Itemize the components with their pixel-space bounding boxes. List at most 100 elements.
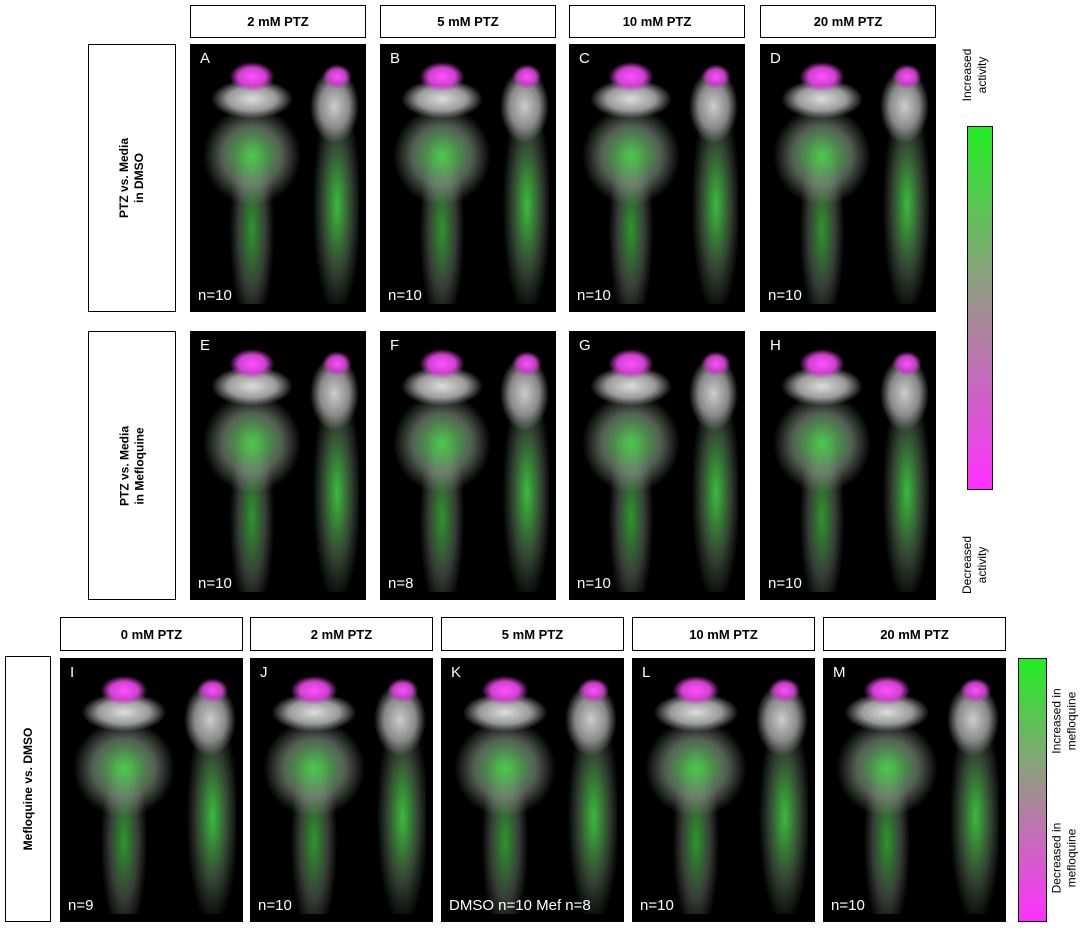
panel-letter: G: [579, 337, 591, 354]
dorsal-view: [200, 57, 303, 304]
dorsal-view: [770, 57, 873, 304]
lateral-view: [374, 671, 426, 915]
column-header-text: 2 mM PTZ: [310, 626, 373, 642]
dorsal-view: [200, 344, 303, 592]
column-header-text: 5 mM PTZ: [437, 14, 499, 29]
column-header: 2 mM PTZ: [250, 617, 433, 651]
sample-size: n=10: [577, 287, 611, 304]
lateral-view: [879, 344, 929, 592]
dorsal-view: [579, 57, 682, 304]
sample-size: DMSO n=10 Mef n=8: [449, 897, 591, 914]
row-label-box: [5, 656, 51, 922]
panel-letter: L: [642, 664, 651, 681]
row-label-line: PTZ vs. Media: [117, 137, 131, 219]
lateral-view: [756, 671, 808, 915]
sample-size: n=10: [768, 287, 802, 304]
panel-letter: C: [579, 50, 590, 67]
panel-letter: H: [770, 337, 781, 354]
column-header: 20 mM PTZ: [760, 5, 936, 38]
panel-letter: B: [390, 50, 401, 67]
lateral-view: [688, 57, 738, 304]
colorbar-label: Decreased activity: [955, 525, 995, 605]
lateral-view: [309, 344, 359, 592]
row-label-line: PTZ vs. Media: [117, 425, 131, 506]
sample-size: n=10: [388, 287, 422, 304]
panel-letter: A: [200, 50, 211, 67]
sample-size: n=10: [258, 897, 292, 914]
panel-letter: K: [451, 664, 462, 681]
sample-size: n=9: [68, 897, 94, 914]
row-label-box: [88, 44, 176, 312]
column-header: 20 mM PTZ: [823, 617, 1006, 651]
sample-size: n=10: [768, 575, 802, 592]
colorbar-label-line: activity: [975, 546, 989, 584]
column-header: 5 mM PTZ: [441, 617, 624, 651]
row-label: Mefloquine vs. DMSO: [5, 656, 51, 922]
column-header: 10 mM PTZ: [569, 5, 745, 38]
dorsal-view: [451, 671, 559, 915]
column-header-text: 20 mM PTZ: [813, 14, 883, 29]
lateral-view: [688, 344, 738, 592]
panel-letter: E: [200, 337, 211, 354]
panel-letter: D: [770, 50, 781, 67]
row-label-box: [88, 331, 176, 600]
sample-size: n=10: [831, 897, 865, 914]
row-label-line: in Mefloquine: [132, 426, 146, 505]
lateral-view: [499, 344, 549, 592]
panel-letter: F: [390, 337, 400, 354]
colorbar-label-line: Increased: [960, 48, 974, 102]
panel-letter: M: [833, 664, 846, 681]
colorbar: [1018, 658, 1047, 922]
lateral-view: [879, 57, 929, 304]
column-header-text: 10 mM PTZ: [622, 14, 692, 29]
colorbar: [967, 126, 993, 490]
sample-size: n=10: [640, 897, 674, 914]
colorbar-label: Increased activity: [955, 35, 995, 115]
lateral-view: [184, 671, 236, 915]
lateral-view: [309, 57, 359, 304]
column-header-text: 20 mM PTZ: [880, 626, 949, 642]
lateral-view: [947, 671, 999, 915]
sample-size: n=10: [198, 575, 232, 592]
dorsal-view: [260, 671, 368, 915]
colorbar-label: Increased in mefloquine: [1047, 658, 1081, 783]
colorbar-label-line: mefloquine: [1064, 828, 1078, 887]
row-label: PTZ vs. Media in Mefloquine: [88, 331, 176, 600]
dorsal-view: [770, 344, 873, 592]
sample-size: n=10: [198, 287, 232, 304]
colorbar-label-line: mefloquine: [1064, 691, 1078, 750]
dorsal-view: [833, 671, 941, 915]
column-header-text: 10 mM PTZ: [689, 626, 758, 642]
colorbar-label-line: Decreased: [960, 535, 974, 595]
dorsal-view: [642, 671, 750, 915]
column-header: 2 mM PTZ: [190, 5, 366, 38]
column-header: 10 mM PTZ: [632, 617, 815, 651]
dorsal-view: [579, 344, 682, 592]
column-header: 5 mM PTZ: [380, 5, 556, 38]
dorsal-view: [70, 671, 178, 915]
colorbar-label-line: activity: [975, 56, 989, 94]
brain-panel: K DMSO n=10 Mef n=8: [441, 658, 624, 922]
dorsal-view: [390, 57, 493, 304]
column-header-text: 0 mM PTZ: [120, 626, 183, 642]
colorbar-label: Decreased in mefloquine: [1047, 795, 1081, 920]
column-header-text: 2 mM PTZ: [247, 14, 309, 29]
colorbar-label-line: Decreased in: [1049, 822, 1063, 893]
row-label-line: Mefloquine vs. DMSO: [20, 727, 35, 851]
lateral-view: [565, 671, 617, 915]
panel-letter: I: [70, 664, 75, 681]
sample-size: n=10: [577, 575, 611, 592]
dorsal-view: [390, 344, 493, 592]
sample-size: n=8: [388, 575, 414, 592]
